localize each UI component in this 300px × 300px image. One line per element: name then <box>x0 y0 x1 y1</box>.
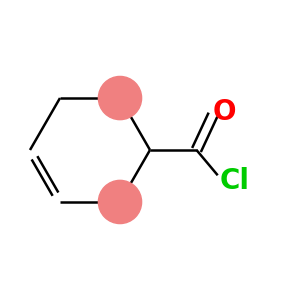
Text: O: O <box>213 98 236 126</box>
Text: Cl: Cl <box>219 167 249 195</box>
Circle shape <box>98 76 142 120</box>
Circle shape <box>98 180 142 224</box>
